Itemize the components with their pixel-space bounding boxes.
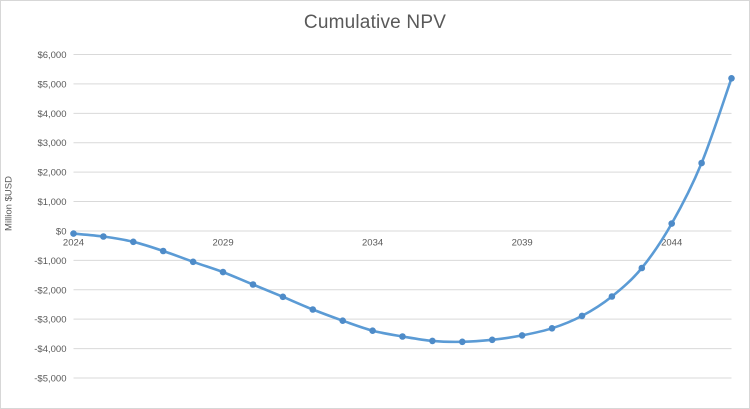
y-tick-label: $5,000 bbox=[37, 79, 66, 90]
y-tick-label: $0 bbox=[56, 226, 67, 237]
x-axis-tick-labels: 2024 2029 2034 2039 2044 bbox=[63, 237, 682, 248]
data-point-marker bbox=[70, 230, 77, 237]
data-point-marker bbox=[100, 233, 107, 240]
data-point-marker bbox=[459, 338, 466, 346]
data-point-marker bbox=[399, 333, 406, 340]
gridlines bbox=[73, 54, 732, 379]
data-point-marker bbox=[339, 317, 347, 325]
data-point-marker bbox=[249, 281, 257, 288]
data-point-marker bbox=[189, 258, 197, 266]
x-tick-label: 2034 bbox=[362, 237, 383, 248]
chart-title: Cumulative NPV bbox=[303, 12, 447, 33]
y-tick-label: $4,000 bbox=[37, 109, 66, 120]
x-tick-label: 2044 bbox=[661, 237, 682, 248]
y-tick-label: -$3,000 bbox=[34, 315, 66, 326]
data-point-marker bbox=[638, 264, 646, 272]
y-tick-label: $3,000 bbox=[37, 138, 66, 149]
data-point-marker bbox=[429, 337, 436, 345]
data-point-marker bbox=[369, 327, 376, 335]
data-point-marker bbox=[159, 247, 167, 255]
data-point-markers bbox=[70, 75, 735, 346]
y-axis-tick-labels: $6,000 $5,000 $4,000 $3,000 $2,000 $1,000 $0 -$… bbox=[34, 50, 66, 385]
data-point-marker bbox=[698, 159, 705, 167]
data-point-marker bbox=[608, 293, 616, 300]
data-point-marker bbox=[488, 336, 496, 344]
x-tick-label: 2039 bbox=[512, 237, 533, 248]
data-point-marker bbox=[279, 293, 287, 301]
data-point-marker bbox=[219, 268, 227, 276]
data-point-marker bbox=[130, 238, 137, 246]
y-tick-label: $1,000 bbox=[37, 197, 66, 208]
data-point-marker bbox=[309, 306, 317, 313]
npv-series-line bbox=[72, 77, 733, 344]
data-point-marker bbox=[518, 332, 526, 339]
y-tick-label: $2,000 bbox=[37, 168, 66, 179]
data-point-marker bbox=[548, 325, 556, 332]
x-tick-label: 2029 bbox=[212, 237, 233, 248]
x-tick-label: 2024 bbox=[63, 237, 84, 248]
y-tick-label: -$1,000 bbox=[34, 256, 66, 267]
data-point-marker bbox=[728, 75, 735, 82]
y-tick-label: -$2,000 bbox=[34, 285, 66, 296]
y-tick-label: -$5,000 bbox=[34, 374, 66, 385]
data-point-marker bbox=[668, 220, 675, 227]
y-axis-title: Million $USD bbox=[3, 176, 15, 231]
data-point-marker bbox=[578, 312, 586, 320]
y-tick-label: -$4,000 bbox=[34, 344, 66, 355]
y-tick-label: $6,000 bbox=[37, 50, 66, 61]
